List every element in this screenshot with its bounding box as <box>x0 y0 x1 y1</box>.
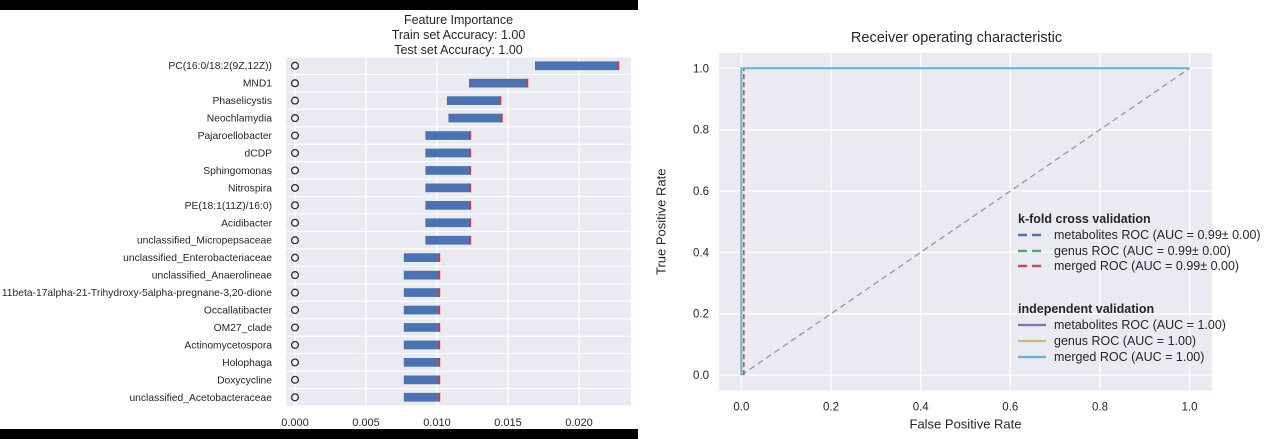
svg-text:Occallatibacter: Occallatibacter <box>204 306 273 317</box>
svg-text:1.0: 1.0 <box>1182 402 1198 414</box>
svg-text:Holophaga: Holophaga <box>222 358 272 369</box>
svg-text:0.2: 0.2 <box>823 402 839 414</box>
svg-text:0.005: 0.005 <box>352 417 380 429</box>
svg-text:Nitrospira: Nitrospira <box>228 183 272 194</box>
svg-text:Actinomycetospora: Actinomycetospora <box>184 340 272 351</box>
svg-text:Pajaroellobacter: Pajaroellobacter <box>198 131 273 142</box>
svg-text:0.020: 0.020 <box>565 417 593 429</box>
svg-text:MND1: MND1 <box>243 79 272 90</box>
svg-text:dCDP: dCDP <box>245 149 273 160</box>
svg-text:11beta-17alpha-21-Trihydroxy-5: 11beta-17alpha-21-Trihydroxy-5alpha-preg… <box>2 288 272 299</box>
svg-text:0.4: 0.4 <box>913 402 930 414</box>
svg-text:0.000: 0.000 <box>281 417 309 429</box>
svg-text:PE(18:1(11Z)/16:0): PE(18:1(11Z)/16:0) <box>185 201 272 212</box>
svg-text:0.8: 0.8 <box>693 125 709 137</box>
svg-text:OM27_clade: OM27_clade <box>214 323 273 334</box>
svg-text:0.0: 0.0 <box>693 370 709 382</box>
svg-text:Neochlamydia: Neochlamydia <box>207 114 273 125</box>
svg-text:0.2: 0.2 <box>693 309 709 321</box>
svg-text:unclassified_Enterobacteriacea: unclassified_Enterobacteriaceae <box>123 253 272 264</box>
svg-text:Acidibacter: Acidibacter <box>221 218 273 229</box>
svg-text:unclassified_Anaerolineae: unclassified_Anaerolineae <box>152 271 272 282</box>
svg-text:0.015: 0.015 <box>494 417 522 429</box>
svg-text:PC(16:0/18:2(9Z,12Z)): PC(16:0/18:2(9Z,12Z)) <box>168 61 272 72</box>
svg-text:False Positive Rate: False Positive Rate <box>910 417 1022 432</box>
svg-text:0.6: 0.6 <box>693 186 709 198</box>
svg-text:unclassified_Acetobacteraceae: unclassified_Acetobacteraceae <box>129 393 272 404</box>
svg-text:True Positive Rate: True Positive Rate <box>654 169 669 275</box>
svg-text:0.0: 0.0 <box>733 402 749 414</box>
svg-text:unclassified_Micropepsaceae: unclassified_Micropepsaceae <box>137 236 272 247</box>
svg-text:Sphingomonas: Sphingomonas <box>203 166 272 177</box>
svg-text:0.010: 0.010 <box>423 417 451 429</box>
svg-text:0.8: 0.8 <box>1092 402 1108 414</box>
svg-text:0.6: 0.6 <box>1002 402 1018 414</box>
svg-text:1.0: 1.0 <box>693 63 709 75</box>
svg-text:Phaselicystis: Phaselicystis <box>212 96 272 107</box>
svg-text:0.4: 0.4 <box>693 247 710 259</box>
svg-text:Doxycycline: Doxycycline <box>217 375 272 386</box>
